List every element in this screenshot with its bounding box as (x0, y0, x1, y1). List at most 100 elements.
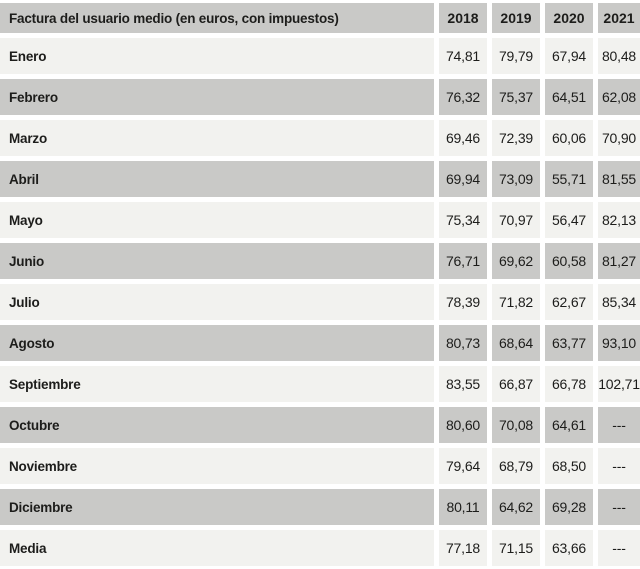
value: --- (612, 417, 626, 433)
month-label: Junio (9, 253, 44, 269)
year-header: 2018 (447, 10, 479, 26)
value-cell: 56,47 (545, 202, 593, 238)
value: 71,82 (498, 294, 534, 310)
value: 62,08 (601, 89, 637, 105)
value-cell: 68,50 (545, 448, 593, 484)
value-cell: 70,97 (492, 202, 540, 238)
value: 80,48 (601, 48, 637, 64)
value-cell: 77,18 (439, 530, 487, 566)
value: 80,60 (445, 417, 481, 433)
value-cell: 68,79 (492, 448, 540, 484)
month-cell: Septiembre (0, 366, 434, 402)
value: --- (612, 540, 626, 556)
value: 68,50 (551, 458, 587, 474)
value-cell: 64,62 (492, 489, 540, 525)
year-header-cell: 2020 (545, 3, 593, 33)
value-cell: 70,90 (598, 120, 640, 156)
value-cell: 81,27 (598, 243, 640, 279)
table-row: Enero 74,81 79,79 67,94 80,48 (0, 38, 640, 74)
table-title: Factura del usuario medio (en euros, con… (9, 10, 339, 26)
table-row: Septiembre 83,55 66,87 66,78 102,71 (0, 366, 640, 402)
month-label: Julio (9, 294, 40, 310)
value: 80,11 (446, 499, 480, 515)
value: 55,71 (551, 171, 587, 187)
month-label: Abril (9, 171, 39, 187)
value-cell: 76,32 (439, 79, 487, 115)
value-cell: 72,39 (492, 120, 540, 156)
table-row: Mayo 75,34 70,97 56,47 82,13 (0, 202, 640, 238)
value: 81,27 (601, 253, 637, 269)
value-cell: 83,55 (439, 366, 487, 402)
value: 63,66 (551, 540, 587, 556)
value-cell: 66,78 (545, 366, 593, 402)
value-cell: 67,94 (545, 38, 593, 74)
value-cell: 64,61 (545, 407, 593, 443)
value-cell: --- (598, 407, 640, 443)
month-cell: Enero (0, 38, 434, 74)
value: 63,77 (551, 335, 587, 351)
year-header-cell: 2021 (598, 3, 640, 33)
month-label: Mayo (9, 212, 43, 228)
value: 66,87 (498, 376, 534, 392)
value: 76,71 (445, 253, 481, 269)
year-header-cell: 2018 (439, 3, 487, 33)
month-cell: Marzo (0, 120, 434, 156)
value-cell: 71,82 (492, 284, 540, 320)
value-cell: 62,67 (545, 284, 593, 320)
month-label: Octubre (9, 417, 60, 433)
month-cell: Mayo (0, 202, 434, 238)
value-cell: 62,08 (598, 79, 640, 115)
value: 67,94 (551, 48, 587, 64)
value-cell: 81,55 (598, 161, 640, 197)
value: 69,46 (445, 130, 481, 146)
month-cell: Media (0, 530, 434, 566)
value-cell: 93,10 (598, 325, 640, 361)
value-cell: 74,81 (439, 38, 487, 74)
month-cell: Febrero (0, 79, 434, 115)
value: 64,51 (551, 89, 587, 105)
value: 102,71 (598, 376, 640, 392)
value: 72,39 (498, 130, 534, 146)
value-cell: 68,64 (492, 325, 540, 361)
value-cell: 73,09 (492, 161, 540, 197)
value: 81,55 (601, 171, 637, 187)
value-cell: 63,66 (545, 530, 593, 566)
value-cell: 79,64 (439, 448, 487, 484)
year-header: 2019 (500, 10, 532, 26)
value: --- (612, 458, 626, 474)
value: --- (612, 499, 626, 515)
value: 71,15 (498, 540, 534, 556)
value: 60,58 (551, 253, 587, 269)
table-row: Diciembre 80,11 64,62 69,28 --- (0, 489, 640, 525)
month-cell: Agosto (0, 325, 434, 361)
value: 66,78 (551, 376, 587, 392)
value: 82,13 (601, 212, 637, 228)
month-label: Febrero (9, 89, 58, 105)
value: 68,79 (498, 458, 534, 474)
year-header: 2020 (553, 10, 585, 26)
table-row: Octubre 80,60 70,08 64,61 --- (0, 407, 640, 443)
table-title-cell: Factura del usuario medio (en euros, con… (0, 3, 434, 33)
value-cell: 71,15 (492, 530, 540, 566)
value-cell: 60,06 (545, 120, 593, 156)
value-cell: 69,94 (439, 161, 487, 197)
table-row: Junio 76,71 69,62 60,58 81,27 (0, 243, 640, 279)
value-cell: 55,71 (545, 161, 593, 197)
month-label: Septiembre (9, 376, 81, 392)
value-cell: --- (598, 530, 640, 566)
year-header: 2021 (603, 10, 635, 26)
month-cell: Julio (0, 284, 434, 320)
month-cell: Octubre (0, 407, 434, 443)
value-cell: --- (598, 448, 640, 484)
value-cell: 82,13 (598, 202, 640, 238)
table-row: Agosto 80,73 68,64 63,77 93,10 (0, 325, 640, 361)
value: 69,62 (498, 253, 534, 269)
value-cell: 66,87 (492, 366, 540, 402)
value: 74,81 (445, 48, 481, 64)
year-header-cell: 2019 (492, 3, 540, 33)
table-row: Febrero 76,32 75,37 64,51 62,08 (0, 79, 640, 115)
table-row: Abril 69,94 73,09 55,71 81,55 (0, 161, 640, 197)
month-label: Media (9, 540, 47, 556)
month-label: Agosto (9, 335, 55, 351)
value: 64,62 (498, 499, 534, 515)
